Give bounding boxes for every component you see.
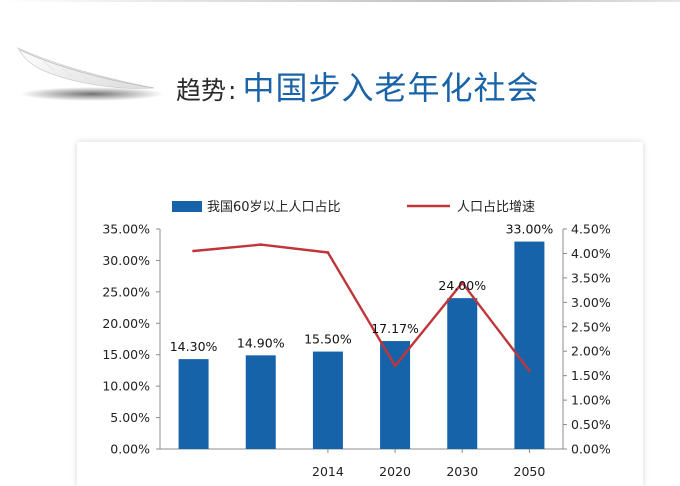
- chart-data-labels: 14.30% 14.90% 15.50% 17.17% 24.00% 33.00%: [170, 222, 554, 355]
- growth-rate-point: [259, 243, 263, 247]
- x-tick-label: 2030: [446, 464, 478, 479]
- legend-label-line: 人口占比增速: [457, 200, 535, 215]
- feather-icon: [17, 47, 164, 101]
- x-tick-label: 2020: [379, 464, 411, 479]
- y-left-tick-label: 15.00%: [102, 347, 150, 362]
- y-right-tick-label: 2.50%: [571, 319, 611, 334]
- growth-rate-point: [192, 249, 195, 253]
- title-separator: :: [228, 76, 237, 105]
- y-left-tick-label: 25.00%: [102, 284, 150, 299]
- x-tick-label: 2014: [312, 464, 344, 479]
- y-left-tick-label: 30.00%: [102, 253, 150, 268]
- y-right-tick-label: 3.50%: [571, 270, 611, 285]
- y-left-tick-label: 35.00%: [102, 222, 150, 237]
- y-right-tick-label: 4.00%: [571, 246, 611, 261]
- chart-legend: 我国60岁以上人口占比 人口占比增速: [172, 200, 535, 215]
- y-right-tick-label: 4.50%: [571, 222, 611, 237]
- title-prefix: 趋势: [176, 76, 227, 105]
- y-left-tick-label: 0.00%: [110, 442, 150, 457]
- bar-value-label: 15.50%: [304, 332, 352, 347]
- y-right-tick-label: 2.00%: [571, 344, 611, 359]
- legend-label-bar: 我国60岁以上人口占比: [207, 200, 341, 215]
- page-title: 趋势: 中国步入老年化社会: [176, 66, 539, 110]
- y-right-tick-label: 1.00%: [571, 393, 611, 408]
- bar: [447, 298, 478, 449]
- growth-rate-point: [528, 369, 531, 373]
- growth-rate-point: [326, 251, 330, 254]
- chart-panel: [77, 142, 643, 486]
- bar-value-label: 17.17%: [371, 321, 419, 336]
- title-main: 中国步入老年化社会: [242, 69, 540, 107]
- y-right-tick-label: 0.50%: [571, 417, 611, 432]
- bar: [178, 359, 209, 449]
- chart-line: [192, 243, 531, 373]
- y-right-tick-label: 3.00%: [571, 295, 611, 310]
- bar-value-label: 24.00%: [438, 278, 486, 293]
- bar-value-label: 14.30%: [170, 339, 218, 354]
- y-left-tick-label: 5.00%: [110, 410, 150, 425]
- chart-bars: [178, 241, 545, 449]
- bar: [380, 341, 411, 449]
- top-divider-line: [0, 0, 680, 2]
- growth-rate-line: [193, 243, 531, 372]
- legend-swatch-bar: [172, 201, 202, 212]
- bar-value-label: 14.90%: [237, 335, 285, 350]
- y-right-tick-label: 0.00%: [571, 442, 611, 457]
- y-left-tick-label: 20.00%: [102, 316, 150, 331]
- y-right-tick-label: 1.50%: [571, 368, 611, 383]
- bar: [245, 355, 276, 449]
- bar: [514, 241, 545, 449]
- x-tick-label: 2050: [514, 464, 546, 479]
- growth-rate-point: [393, 364, 397, 368]
- y-left-tick-label: 10.00%: [102, 379, 150, 394]
- bar-value-label: 33.00%: [506, 222, 554, 237]
- bar: [312, 351, 343, 449]
- chart-axes: 0.00% 5.00% 10.00% 15.00% 20.00% 25.00% 30.00%…: [102, 222, 611, 480]
- growth-rate-point: [460, 281, 464, 285]
